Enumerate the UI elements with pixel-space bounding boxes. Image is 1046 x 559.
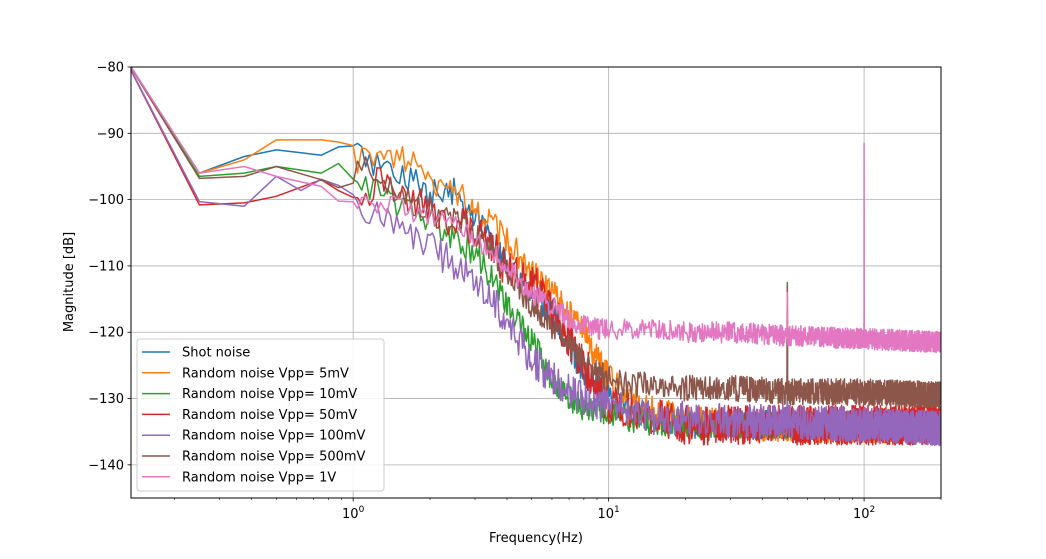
legend: Shot noise Random noise Vpp= 5mV Random no…	[136, 338, 385, 492]
x-tick-exponent: 2	[870, 505, 876, 515]
x-tick-base: 10	[853, 507, 870, 522]
x-axis-label: Frequency(Hz)	[489, 531, 583, 546]
y-tick-label: −80	[97, 61, 124, 76]
x-tick-base: 10	[597, 507, 614, 522]
legend-label: Shot noise	[182, 346, 250, 361]
x-tick-exponent: 0	[359, 505, 365, 515]
y-tick-label: −140	[88, 458, 124, 473]
legend-label: Random noise Vpp= 1V	[182, 470, 336, 485]
x-tick-label: 102	[853, 505, 875, 522]
x-tick-base: 10	[342, 507, 359, 522]
series-line	[131, 67, 941, 409]
y-tick-label: −100	[88, 193, 124, 208]
series-line	[131, 67, 941, 354]
plot-frame	[130, 66, 942, 499]
legend-frame	[136, 338, 385, 492]
series-line	[131, 68, 941, 447]
legend-label: Random noise Vpp= 10mV	[182, 387, 357, 402]
x-tick-exponent: 1	[614, 505, 620, 515]
y-tick-label: −110	[88, 259, 124, 274]
legend-label: Random noise Vpp= 50mV	[182, 408, 357, 423]
y-tick-label: −120	[88, 326, 124, 341]
y-tick-label: −130	[88, 392, 124, 407]
x-tick-label: 101	[597, 505, 619, 522]
legend-label: Random noise Vpp= 100mV	[182, 429, 366, 444]
y-axis-label: Magnitude [dB]	[62, 232, 77, 332]
x-tick-label: 100	[342, 505, 365, 522]
plot-area	[131, 67, 941, 447]
y-tick-label: −90	[97, 127, 124, 142]
legend-label: Random noise Vpp= 500mV	[182, 450, 366, 465]
legend-label: Random noise Vpp= 5mV	[182, 366, 349, 381]
